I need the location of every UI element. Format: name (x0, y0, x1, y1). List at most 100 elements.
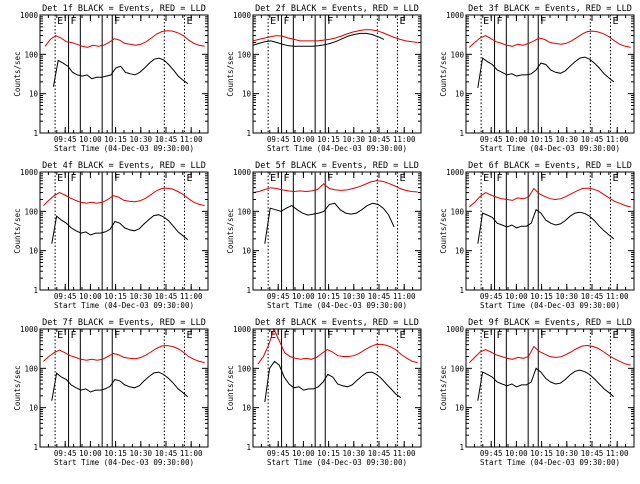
interval-marker-label: E (399, 330, 405, 341)
y-axis-label: Counts/sec (439, 365, 448, 410)
y-axis-label: Counts/sec (13, 208, 22, 253)
x-tick-label: 09:45 (54, 135, 77, 144)
chart-title: Det 6f BLACK = Events, RED = LLD (468, 161, 632, 171)
interval-marker-label: E (57, 173, 63, 184)
y-tick-label: 100 (237, 207, 251, 216)
y-tick-label: 100 (450, 364, 464, 373)
series-line-lld (252, 180, 418, 194)
plot-frame (39, 328, 209, 448)
y-tick-label: 10 (29, 247, 39, 256)
x-tick-label: 10:30 (130, 135, 153, 144)
x-tick-label: 10:15 (104, 135, 127, 144)
plot-frame (39, 171, 209, 291)
interval-marker-label: E (399, 16, 405, 27)
y-tick-label: 1000 (446, 168, 465, 177)
chart-title: Det 8f BLACK = Events, RED = LLD (255, 318, 419, 328)
y-tick-label: 10 (242, 247, 252, 256)
series-line-events (477, 367, 615, 401)
x-axis-label: Start Time (04-Dec-03 09:30:00) (267, 458, 407, 467)
x-tick-label: 10:00 (79, 135, 102, 144)
series-line-events (264, 202, 395, 244)
series-line-events (477, 208, 615, 244)
x-tick-label: 11:00 (393, 449, 416, 458)
y-axis-label: Counts/sec (13, 51, 22, 96)
interval-marker-label: F (284, 173, 290, 184)
x-tick-label: 10:15 (104, 292, 127, 301)
interval-marker-label: E (483, 16, 489, 27)
x-tick-label: 09:45 (267, 449, 290, 458)
series-line-lld (469, 30, 631, 48)
y-tick-label: 1000 (20, 168, 39, 177)
chart-title: Det 3f BLACK = Events, RED = LLD (468, 4, 632, 14)
interval-marker-label: F (71, 16, 77, 27)
y-tick-label: 10 (242, 90, 252, 99)
x-axis-label: Start Time (04-Dec-03 09:30:00) (480, 301, 620, 310)
y-axis-label: Counts/sec (226, 208, 235, 253)
x-tick-label: 10:45 (581, 292, 604, 301)
x-tick-label: 10:00 (505, 135, 528, 144)
x-tick-label: 11:00 (393, 135, 416, 144)
x-tick-label: 10:45 (368, 449, 391, 458)
x-tick-label: 10:15 (530, 292, 553, 301)
interval-marker-label: E (399, 173, 405, 184)
x-tick-label: 10:00 (79, 449, 102, 458)
x-tick-label: 09:45 (480, 292, 503, 301)
x-axis-label: Start Time (04-Dec-03 09:30:00) (267, 301, 407, 310)
series-line-lld (469, 344, 631, 366)
x-tick-label: 10:45 (155, 449, 178, 458)
series-line-events (51, 214, 189, 244)
plot-frame (252, 14, 422, 134)
x-tick-label: 10:45 (368, 135, 391, 144)
x-tick-label: 10:15 (104, 449, 127, 458)
interval-marker-label: E (57, 330, 63, 341)
x-tick-label: 10:45 (155, 135, 178, 144)
x-tick-label: 10:15 (317, 449, 340, 458)
x-axis-label: Start Time (04-Dec-03 09:30:00) (54, 301, 194, 310)
interval-marker-label: F (540, 173, 546, 184)
chart-title: Det 4f BLACK = Events, RED = LLD (42, 161, 206, 171)
x-axis-label: Start Time (04-Dec-03 09:30:00) (267, 144, 407, 153)
y-tick-label: 1000 (233, 168, 252, 177)
interval-marker-label: E (186, 173, 192, 184)
y-tick-label: 100 (237, 50, 251, 59)
interval-marker-label: F (497, 330, 503, 341)
x-tick-label: 11:00 (393, 292, 416, 301)
y-tick-label: 1 (33, 443, 38, 452)
interval-marker-label: F (284, 16, 290, 27)
series-line-lld (44, 30, 205, 48)
y-tick-label: 1000 (446, 11, 465, 20)
x-tick-label: 11:00 (180, 292, 203, 301)
chart-title: Det 5f BLACK = Events, RED = LLD (255, 161, 419, 171)
x-tick-label: 10:15 (317, 135, 340, 144)
x-tick-label: 10:00 (292, 449, 315, 458)
series-line-lld (43, 187, 205, 207)
y-tick-label: 100 (24, 207, 38, 216)
y-tick-label: 1000 (233, 325, 252, 334)
y-tick-label: 100 (450, 207, 464, 216)
interval-marker-label: E (57, 16, 63, 27)
y-tick-label: 1000 (233, 11, 252, 20)
y-tick-label: 100 (24, 50, 38, 59)
chart-title: Det 9f BLACK = Events, RED = LLD (468, 318, 632, 328)
x-tick-label: 10:00 (505, 449, 528, 458)
interval-marker-label: E (483, 173, 489, 184)
y-axis-label: Counts/sec (439, 208, 448, 253)
x-tick-label: 10:30 (130, 449, 153, 458)
interval-marker-label: F (114, 330, 120, 341)
x-tick-label: 10:15 (530, 449, 553, 458)
plot-frame (252, 328, 422, 448)
x-tick-label: 10:00 (505, 292, 528, 301)
x-tick-label: 10:30 (130, 292, 153, 301)
x-tick-label: 10:00 (79, 292, 102, 301)
series-line-events (477, 56, 615, 88)
x-tick-label: 10:15 (317, 292, 340, 301)
y-axis-label: Counts/sec (13, 365, 22, 410)
x-axis-label: Start Time (04-Dec-03 09:30:00) (480, 458, 620, 467)
y-tick-label: 100 (24, 364, 38, 373)
x-tick-label: 11:00 (606, 135, 629, 144)
interval-marker-label: E (612, 16, 618, 27)
